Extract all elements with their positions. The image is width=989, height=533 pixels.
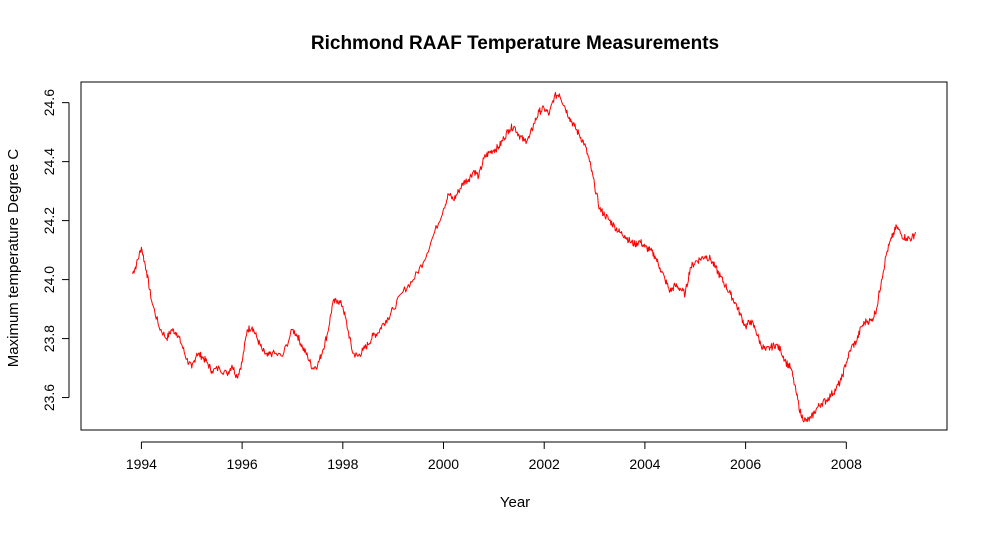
x-tick-label: 2004 — [629, 456, 660, 472]
series-line-0 — [131, 91, 916, 423]
y-tick-label: 24.0 — [41, 266, 57, 293]
x-tick-label: 1994 — [126, 456, 157, 472]
y-tick-label: 24.2 — [41, 207, 57, 234]
x-tick-label: 1998 — [327, 456, 358, 472]
x-tick-label: 2008 — [831, 456, 862, 472]
x-axis-label: Year — [500, 494, 530, 511]
y-tick-label: 23.8 — [41, 325, 57, 352]
x-tick-label: 2002 — [529, 456, 560, 472]
y-tick-label: 24.4 — [41, 148, 57, 175]
x-axis: 1994 1996 1998 2000 2002 2004 2006 2008 — [126, 441, 862, 472]
y-axis-label: Maximum temperature Degree C — [5, 149, 22, 368]
x-tick-label: 1996 — [227, 456, 258, 472]
plot-frame — [80, 81, 948, 431]
x-tick-label: 2000 — [428, 456, 459, 472]
y-tick-label: 23.6 — [41, 384, 57, 411]
series-layer — [131, 91, 916, 423]
x-tick-label: 2006 — [730, 456, 761, 472]
y-tick-label: 24.6 — [41, 89, 57, 116]
y-axis: 23.6 23.8 24.0 24.2 24.4 24.6 — [41, 89, 70, 411]
chart-title: Richmond RAAF Temperature Measurements — [311, 33, 719, 54]
